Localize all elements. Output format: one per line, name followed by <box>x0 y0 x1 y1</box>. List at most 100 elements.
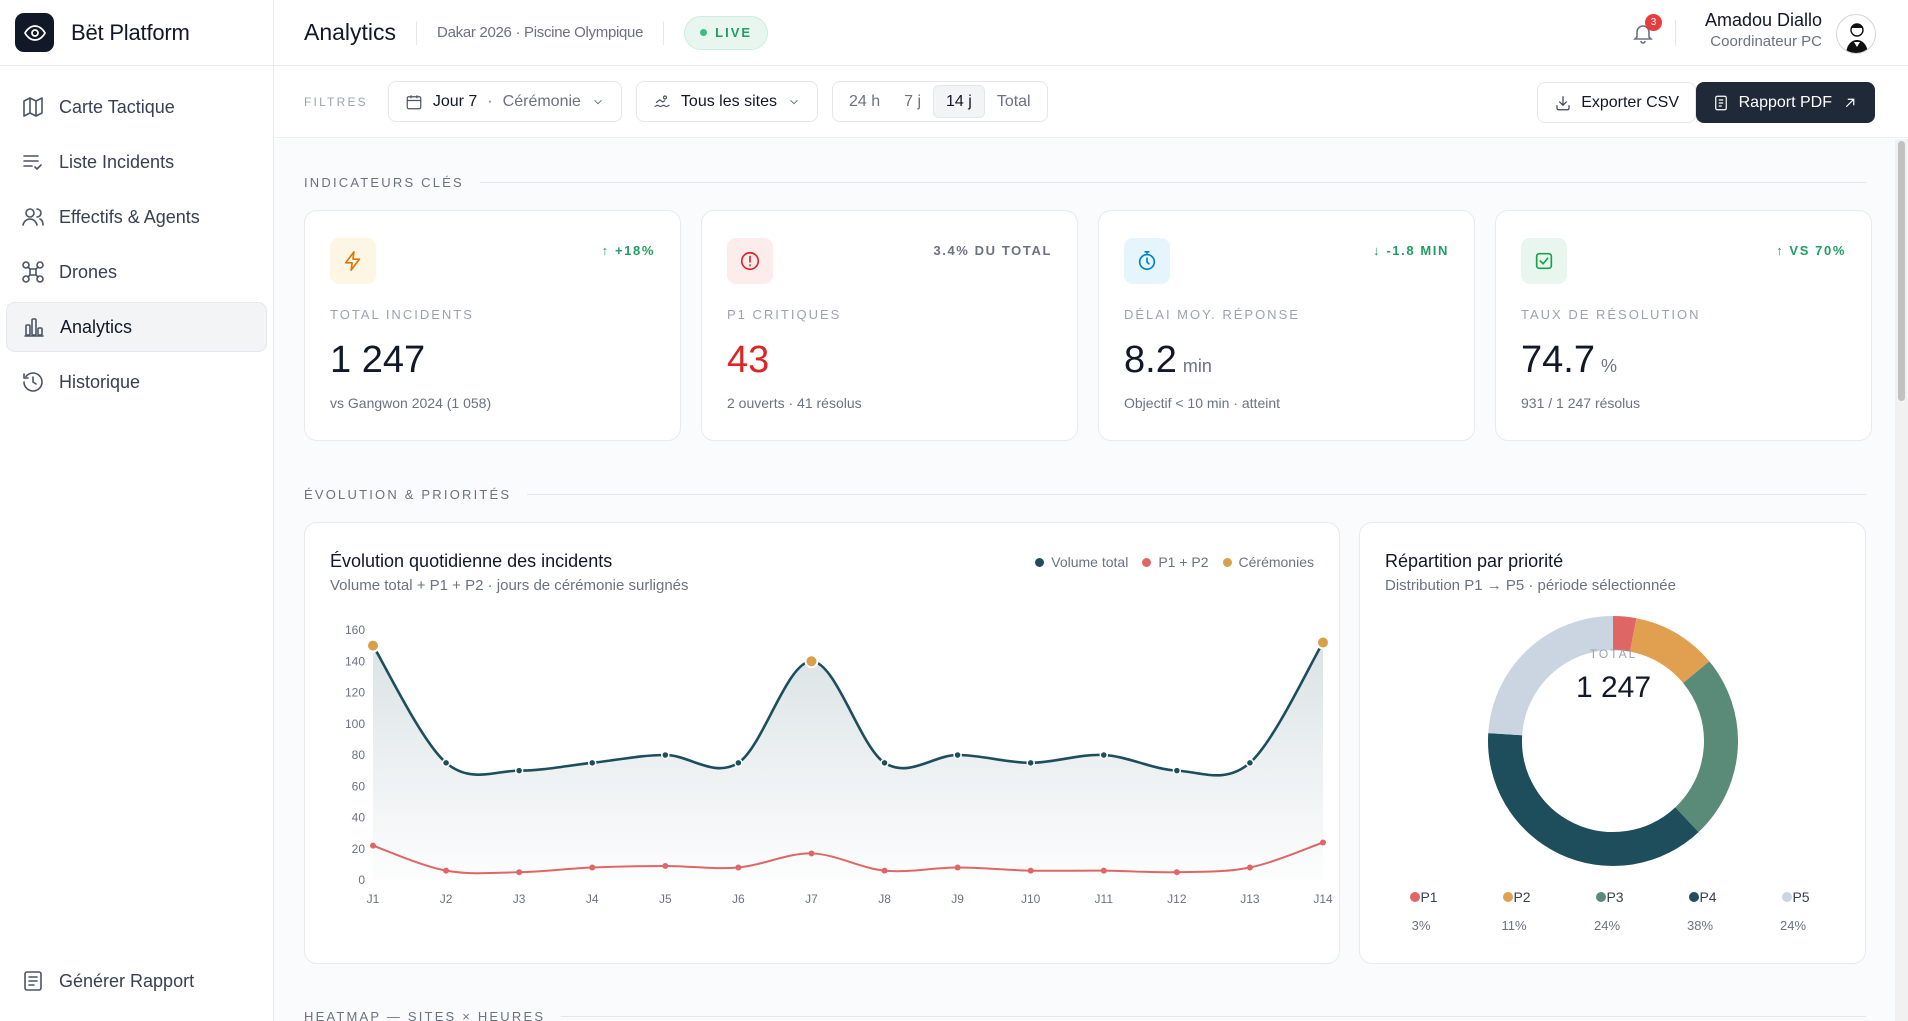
volume-point <box>1099 750 1109 760</box>
legend-percent-p5: 24% <box>1780 918 1806 933</box>
sidebar-item-carte-tactique[interactable]: Carte Tactique <box>6 82 267 132</box>
volume-point <box>587 758 597 768</box>
p1-p2-point <box>1173 869 1180 876</box>
sidebar-item-analytics[interactable]: Analytics <box>6 302 267 352</box>
y-tick-label: 140 <box>345 654 365 668</box>
legend-label-p3: P3 <box>1606 889 1623 905</box>
kpi-card-total-incidents[interactable]: ↑ +18% TOTAL INCIDENTS 1 247 vs Gangwon … <box>304 210 681 441</box>
range-14d[interactable]: 14 j <box>933 85 985 118</box>
calendar-icon <box>406 94 422 109</box>
map-icon <box>23 97 43 117</box>
lightning-icon <box>330 238 376 284</box>
y-tick-label: 0 <box>358 873 365 887</box>
scrollbar-thumb[interactable] <box>1898 141 1905 401</box>
pdf-report-button[interactable]: Rapport PDF <box>1695 82 1875 123</box>
y-tick-label: 80 <box>352 748 366 762</box>
chevron-down-icon <box>790 99 798 104</box>
p1-p2-point <box>1320 839 1326 846</box>
kpi-card-p1-critiques[interactable]: 3.4% DU TOTAL P1 CRITIQUES 43 2 ouverts … <box>701 210 1078 441</box>
x-tick-label: J6 <box>732 892 745 906</box>
kpi-unit: % <box>1600 356 1617 376</box>
sites-select[interactable]: Tous les sites <box>635 81 818 122</box>
p1-p2-point <box>516 869 523 876</box>
p1-p2-point <box>881 867 888 874</box>
range-24h[interactable]: 24 h <box>848 92 881 110</box>
ceremony-point <box>1316 635 1330 650</box>
page-title: Analytics <box>304 19 397 45</box>
volume-point <box>1172 766 1182 775</box>
swimmer-icon <box>654 94 670 107</box>
list-icon <box>23 155 42 170</box>
kpi-subtext: Objectif < 10 min · atteint <box>1124 395 1281 411</box>
volume-point <box>734 758 743 768</box>
section-title-kpis: INDICATEURS CLÉS <box>304 175 1866 190</box>
sidebar-item-label: Liste Incidents <box>59 151 175 172</box>
notifications-button[interactable]: 3 <box>1628 14 1662 48</box>
volume-point <box>880 758 889 768</box>
kpi-subtext: 931 / 1 247 résolus <box>1521 395 1641 411</box>
sidebar-item-liste-incidents[interactable]: Liste Incidents <box>6 137 267 187</box>
brand[interactable]: Bët Platform <box>0 0 273 66</box>
p1-p2-point <box>1100 867 1107 874</box>
ceremony-point <box>804 654 819 669</box>
p1-p2-point <box>1246 864 1253 871</box>
kpi-card-taux-resolution[interactable]: ↑ VS 70% TAUX DE RÉSOLUTION 74.7% 931 / … <box>1495 210 1872 441</box>
p1-p2-point <box>370 842 376 849</box>
sidebar-item-label: Carte Tactique <box>59 96 175 117</box>
volume-point <box>1245 758 1255 768</box>
kpi-unit: min <box>1182 356 1212 376</box>
y-tick-label: 60 <box>352 779 366 793</box>
scrollbar[interactable] <box>1895 139 1908 1021</box>
volume-point <box>1026 758 1035 768</box>
volume-area <box>373 642 1323 880</box>
p1-p2-point <box>808 850 815 857</box>
p1-p2-point <box>735 864 742 871</box>
chevron-down-icon <box>594 99 602 104</box>
kpi-card-delai-reponse[interactable]: ↓ -1.8 MIN DÉLAI MOY. RÉPONSE 8.2 min Obj… <box>1098 210 1475 441</box>
legend-label: P1 + P2 <box>1158 554 1209 570</box>
p1-p2-point <box>443 867 450 874</box>
filters-label: FILTRES <box>304 94 368 109</box>
sidebar-item-historique[interactable]: Historique <box>6 357 267 407</box>
legend-label: Cérémonies <box>1238 554 1314 570</box>
p1-p2-point <box>662 862 669 869</box>
priority-chart-card: Répartition par priorité Distribution P1… <box>1359 522 1866 964</box>
kpi-subtext: 2 ouverts · 41 résolus <box>727 395 862 411</box>
range-total[interactable]: Total <box>996 92 1031 110</box>
sidebar-item-label: Effectifs & Agents <box>59 206 200 227</box>
page-subtitle: Dakar 2026 · Piscine Olympique <box>437 24 644 41</box>
donut-total-label: TOTAL <box>1589 647 1638 661</box>
sidebar-nav: Carte Tactique Liste Incidents Effectifs… <box>0 66 273 407</box>
x-tick-label: J3 <box>513 892 526 906</box>
kpi-value-number: 8.2 <box>1124 339 1177 381</box>
user-info[interactable]: Amadou Diallo Coordinateur PC <box>1705 10 1822 50</box>
day-select-value: Jour 7 <box>432 92 478 110</box>
kpi-value: 43 <box>727 339 769 382</box>
kpi-value-number: 74.7 <box>1521 339 1595 381</box>
avatar[interactable] <box>1836 14 1876 54</box>
kpi-value-number: 1 247 <box>330 339 426 381</box>
export-csv-button[interactable]: Exporter CSV <box>1537 82 1696 123</box>
legend-percent-p2: 11% <box>1501 918 1526 933</box>
legend-percent-p1: 3% <box>1412 918 1431 933</box>
day-select[interactable]: Jour 7 · Cérémonie <box>387 81 622 122</box>
sidebar-item-drones[interactable]: Drones <box>6 247 267 297</box>
ceremony-point <box>366 638 380 653</box>
donut-slice-p1 <box>1612 616 1637 652</box>
alert-circle-icon <box>727 238 773 284</box>
x-tick-label: J11 <box>1095 892 1114 906</box>
legend-label-p4: P4 <box>1699 889 1716 905</box>
donut-slice-p4 <box>1488 733 1699 866</box>
file-text-icon <box>1714 95 1727 110</box>
bar-chart-icon <box>24 318 44 337</box>
legend-item-volume: Volume total <box>1035 554 1128 570</box>
day-select-event: Cérémonie <box>502 92 581 110</box>
evolution-chart-card: Évolution quotidienne des incidents Volu… <box>304 522 1340 964</box>
generate-report-button[interactable]: Générer Rapport <box>6 956 267 1006</box>
sidebar-item-effectifs-agents[interactable]: Effectifs & Agents <box>6 192 267 242</box>
live-badge: LIVE <box>684 15 769 50</box>
range-7d[interactable]: 7 j <box>904 92 922 110</box>
x-tick-label: J12 <box>1167 892 1187 906</box>
priority-donut-chart: P1 3% P2 11% P3 24% P4 38% P5 24% <box>1410 616 1810 933</box>
y-tick-label: 120 <box>345 686 365 700</box>
